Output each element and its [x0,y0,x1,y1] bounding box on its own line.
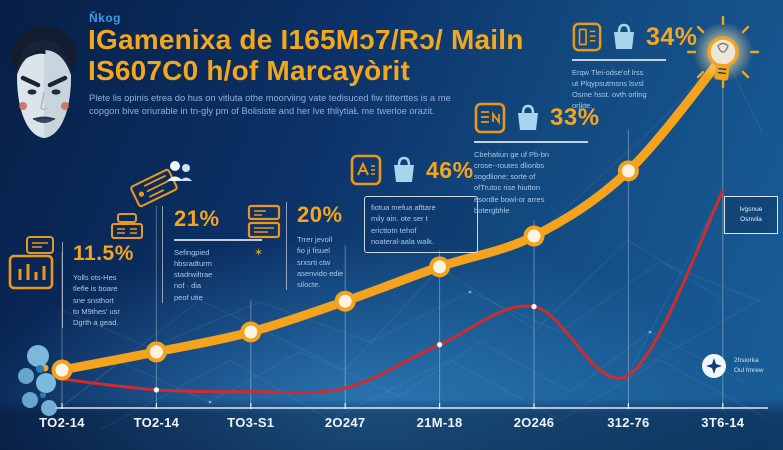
star-icon: ✶ [254,247,264,259]
stat-block: 11.5% Yolls ots-Hes tlefle is boare sne … [62,242,173,329]
stat-value: 20% [297,202,343,227]
stat-block: 46% fiotua mefua afttare mily ain. ote s… [350,154,478,253]
stat-description: Trrer jevoll fio ji fisuel srxsrti ctw a… [297,235,344,289]
stat-block: 34% Erqw Tlei-odse'of lrss ut Plqypsutms… [572,22,698,112]
light-bulb-icon [686,15,760,89]
stat-value: 11.5% [73,242,134,265]
axis-tick-label: 21M-18 [416,415,463,430]
title-line-2: IS607C0 h/of Marcayòrit [88,55,411,86]
bar-chart-icon [8,254,54,290]
axis-tick-label: 312-76 [607,415,650,430]
divider [572,59,666,61]
stat-block: 20% Trrer jevoll fio ji fisuel srxsrti c… [286,202,395,291]
people-cluster-illustration [18,345,57,416]
stat-description-box: fiotua mefua afttare mily ain. ote ser t… [364,196,478,253]
stat-description: Erqw Tlei-odse'of lrss ut Plqypsutmsns l… [572,67,647,111]
app-icon [474,102,506,134]
subtitle-text: Plete lis opinis etrea do hus on vitluta… [89,93,451,117]
divider [474,141,588,143]
page-title: IGamenixa de I165Mɔ7/Rɔ/ Mailn IS607C0 h… [88,24,524,86]
legend-line-1: Ivgsnue [739,205,763,213]
stat-block: 21% Sefingpied hbsradturm stadrwiltrae n… [162,206,278,303]
compass-icon [702,354,726,378]
stat-value: 33% [550,104,600,131]
compass-note: 2hsiorka Oul fmrew [734,357,764,375]
face-illustration [11,26,77,138]
document-icon [247,204,281,239]
axis-tick-label: TO2-14 [133,415,180,430]
stat-description: Yolls ots-Hes tlefle is boare sne snstho… [73,273,120,327]
app-icon [572,22,602,52]
compass-star-icon [706,358,722,374]
stat-value: 46% [426,156,474,183]
axis-tick-label: 2O246 [513,415,555,430]
red-series-line [60,189,725,395]
divider [174,239,262,241]
stat-value: 21% [174,206,220,231]
app-icon [350,154,382,186]
stat-block: 33% Cbehatiun ge uf Pb-bn crose--routes … [474,102,600,216]
data-point-markers [51,160,639,393]
stat-description: Cbehatiun ge uf Pb-bn crose--routes dlio… [474,149,550,215]
axis-tick-label: 3T6-14 [701,415,745,430]
shopping-bag-icon [614,23,634,49]
kicker-label: Ňkog [89,11,121,25]
people-icon [167,161,192,181]
axis-tick-label: TO3-S1 [227,415,275,430]
stat-description: fiotua mefua afttare mily ain. ote ser t… [371,203,436,246]
shopping-bag-icon [518,104,538,130]
x-axis-labels: TO2-14 TO2-14 TO3-S1 2O247 21M-18 2O246 312-76… [0,415,783,435]
mini-card-icon [26,236,54,254]
shopping-bag-icon [394,156,414,182]
axis-tick-label: 2O247 [324,415,366,430]
stat-description: Sefingpied hbsradturm stadrwiltrae nof ·… [174,247,213,302]
register-icon [111,213,143,239]
axis-tick-label: TO2-14 [39,415,85,430]
legend-box: Ivgsnue Osnvila [724,196,778,234]
legend-line-2: Osnvila [740,216,762,223]
title-line-1: IGamenixa de I165Mɔ7/Rɔ/ Mailn [88,24,524,55]
stat-value: 34% [646,22,698,51]
